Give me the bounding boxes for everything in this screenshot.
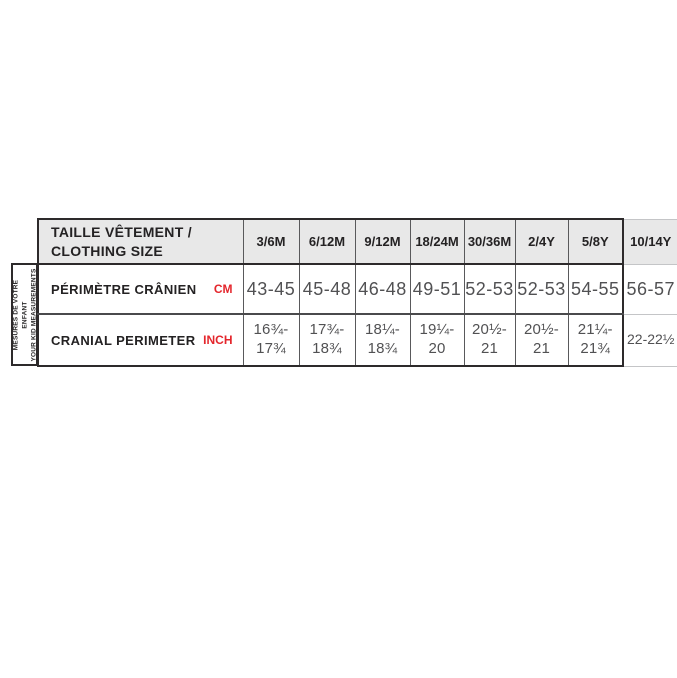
inch-value-9-12m: 18¼- 18¾ xyxy=(354,313,411,367)
unit-label-inch: INCH xyxy=(203,333,233,347)
column-header-2-4y: 2/4Y xyxy=(514,218,569,265)
side-measurements-label: MESURES DE VOTRE ENFANT YOUR KID MEASURE… xyxy=(11,267,38,362)
cranial-perimeter-cm-row: PÉRIMÈTRE CRÂNIEN CM 43-45 45-48 46-48 4… xyxy=(37,263,677,315)
inch-value-5-8y: 21¼- 21¾ xyxy=(567,313,624,367)
column-header-10-14y: 10/14Y xyxy=(622,218,677,265)
column-header-3-6m: 3/6M xyxy=(242,218,300,265)
row-label-wrap: CRANIAL PERIMETER INCH xyxy=(39,333,243,348)
cm-value-18-24m: 49-51 xyxy=(409,263,465,315)
inch-value-18-24m: 19¼- 20 xyxy=(409,313,465,367)
column-header-30-36m: 30/36M xyxy=(463,218,516,265)
row-label-cell-cm: PÉRIMÈTRE CRÂNIEN CM xyxy=(37,263,244,315)
inch-value-10-14y: 22-22½ xyxy=(622,313,677,367)
column-header-6-12m: 6/12M xyxy=(298,218,356,265)
cm-value-3-6m: 43-45 xyxy=(242,263,300,315)
size-chart-table: TAILLE VÊTEMENT / CLOTHING SIZE 3/6M 6/1… xyxy=(37,218,677,367)
cm-value-5-8y: 54-55 xyxy=(567,263,624,315)
table-title-cell: TAILLE VÊTEMENT / CLOTHING SIZE xyxy=(37,218,244,265)
column-header-5-8y: 5/8Y xyxy=(567,218,624,265)
row-label-perimetre-cranien: PÉRIMÈTRE CRÂNIEN xyxy=(51,281,197,297)
cranial-perimeter-inch-row: CRANIAL PERIMETER INCH 16¾- 17¾ 17¾- 18¾… xyxy=(37,313,677,367)
side-measurements-box: MESURES DE VOTRE ENFANT YOUR KID MEASURE… xyxy=(11,263,38,366)
inch-value-2-4y: 20½- 21 xyxy=(514,313,569,367)
row-label-cell-inch: CRANIAL PERIMETER INCH xyxy=(37,313,244,367)
row-label-wrap: PÉRIMÈTRE CRÂNIEN CM xyxy=(39,282,243,297)
header-row: TAILLE VÊTEMENT / CLOTHING SIZE 3/6M 6/1… xyxy=(37,218,677,265)
row-label-cranial-perimeter: CRANIAL PERIMETER xyxy=(51,332,196,348)
inch-value-6-12m: 17¾- 18¾ xyxy=(298,313,356,367)
cm-value-6-12m: 45-48 xyxy=(298,263,356,315)
column-header-9-12m: 9/12M xyxy=(354,218,411,265)
cm-value-9-12m: 46-48 xyxy=(354,263,411,315)
inch-value-3-6m: 16¾- 17¾ xyxy=(242,313,300,367)
cm-value-30-36m: 52-53 xyxy=(463,263,516,315)
column-header-18-24m: 18/24M xyxy=(409,218,465,265)
inch-value-30-36m: 20½- 21 xyxy=(463,313,516,367)
cm-value-2-4y: 52-53 xyxy=(514,263,569,315)
unit-label-cm: CM xyxy=(213,282,233,296)
cm-value-10-14y: 56-57 xyxy=(622,263,677,315)
table-title: TAILLE VÊTEMENT / CLOTHING SIZE xyxy=(51,224,192,259)
